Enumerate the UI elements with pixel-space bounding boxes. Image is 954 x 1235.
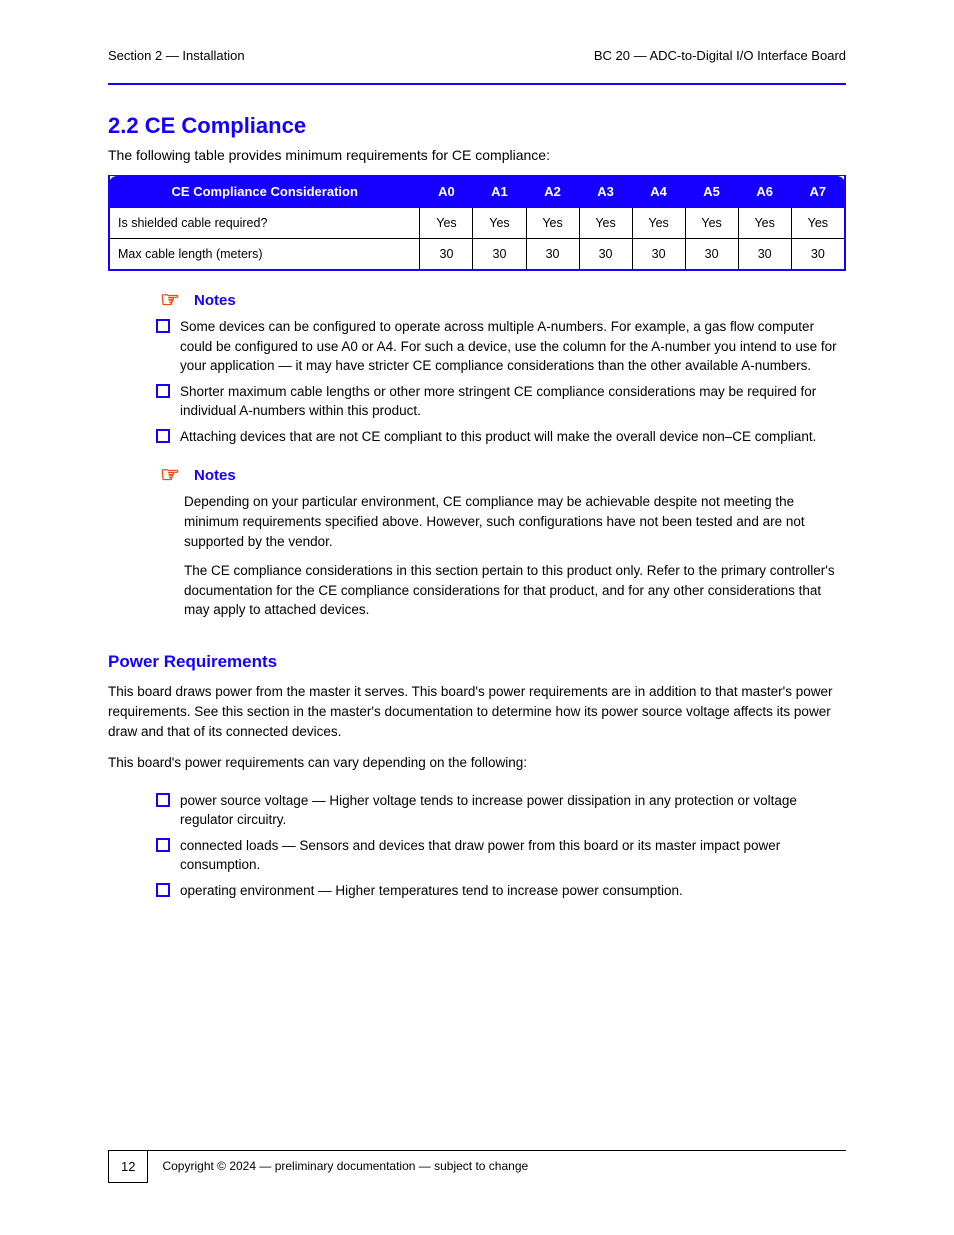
table-row: Is shielded cable required? Yes Yes Yes … bbox=[109, 208, 845, 239]
table-cell: Yes bbox=[473, 208, 526, 239]
table-cell: 30 bbox=[579, 239, 632, 271]
table-cell: Yes bbox=[738, 208, 791, 239]
note-text: Depending on your particular environment… bbox=[184, 492, 846, 551]
table-cell: Yes bbox=[579, 208, 632, 239]
table-header: CE Compliance Consideration bbox=[109, 176, 420, 208]
table-header: A7 bbox=[791, 176, 845, 208]
note-text: Attaching devices that are not CE compli… bbox=[180, 427, 846, 447]
table-header: A0 bbox=[420, 176, 473, 208]
table-cell: Yes bbox=[632, 208, 685, 239]
section-intro: The following table provides minimum req… bbox=[108, 147, 846, 163]
bullet-square-icon bbox=[156, 883, 170, 897]
list-item: power source voltage — Higher voltage te… bbox=[156, 791, 846, 830]
notes-heading-text: Notes bbox=[194, 467, 236, 484]
header-left: Section 2 — Installation bbox=[108, 48, 245, 63]
bullet-square-icon bbox=[156, 384, 170, 398]
table-cell: Yes bbox=[791, 208, 845, 239]
table-cell: 30 bbox=[738, 239, 791, 271]
table-cell: Is shielded cable required? bbox=[109, 208, 420, 239]
bullet-square-icon bbox=[156, 793, 170, 807]
header-right: BC 20 — ADC-to-Digital I/O Interface Boa… bbox=[594, 48, 846, 63]
notes-heading: ☞ Notes bbox=[156, 464, 846, 486]
table-header: A3 bbox=[579, 176, 632, 208]
notes-heading: ☞ Notes bbox=[156, 289, 846, 311]
page-number: 12 bbox=[108, 1151, 148, 1183]
bullet-square-icon bbox=[156, 319, 170, 333]
table-cell: 30 bbox=[526, 239, 579, 271]
section-title: 2.2 CE Compliance bbox=[108, 113, 846, 139]
list-item: operating environment — Higher temperatu… bbox=[156, 881, 846, 901]
power-heading: Power Requirements bbox=[108, 652, 846, 672]
notes-block-1: ☞ Notes Some devices can be configured t… bbox=[156, 289, 846, 446]
table-header: A2 bbox=[526, 176, 579, 208]
notes-heading-text: Notes bbox=[194, 292, 236, 309]
header-rule bbox=[108, 83, 846, 85]
power-followup: This board's power requirements can vary… bbox=[108, 753, 846, 773]
list-item-text: operating environment — Higher temperatu… bbox=[180, 881, 846, 901]
table-row: Max cable length (meters) 30 30 30 30 30… bbox=[109, 239, 845, 271]
note-item: Shorter maximum cable lengths or other m… bbox=[156, 382, 846, 421]
power-factors-list: power source voltage — Higher voltage te… bbox=[156, 791, 846, 901]
table-header: A5 bbox=[685, 176, 738, 208]
pointing-hand-icon: ☞ bbox=[156, 464, 184, 486]
table-header: A6 bbox=[738, 176, 791, 208]
list-item-text: power source voltage — Higher voltage te… bbox=[180, 791, 846, 830]
list-item-text: connected loads — Sensors and devices th… bbox=[180, 836, 846, 875]
power-intro: This board draws power from the master i… bbox=[108, 682, 846, 743]
page-footer: 12 Copyright © 2024 — preliminary docume… bbox=[108, 1150, 846, 1183]
note-text: Some devices can be configured to operat… bbox=[180, 317, 846, 376]
table-cell: 30 bbox=[685, 239, 738, 271]
table-cell: 30 bbox=[473, 239, 526, 271]
ce-compliance-table: CE Compliance Consideration A0 A1 A2 A3 … bbox=[108, 175, 846, 271]
table-header: A1 bbox=[473, 176, 526, 208]
table-cell: Yes bbox=[685, 208, 738, 239]
notes-block-2: ☞ Notes Depending on your particular env… bbox=[156, 464, 846, 619]
table-cell: 30 bbox=[791, 239, 845, 271]
bullet-square-icon bbox=[156, 838, 170, 852]
page-content: Section 2 — Installation BC 20 — ADC-to-… bbox=[0, 0, 954, 901]
pointing-hand-icon: ☞ bbox=[156, 289, 184, 311]
table-cell: Max cable length (meters) bbox=[109, 239, 420, 271]
note-text: Shorter maximum cable lengths or other m… bbox=[180, 382, 846, 421]
note-item: Attaching devices that are not CE compli… bbox=[156, 427, 846, 447]
page-header: Section 2 — Installation BC 20 — ADC-to-… bbox=[108, 48, 846, 63]
bullet-square-icon bbox=[156, 429, 170, 443]
table-cell: Yes bbox=[420, 208, 473, 239]
table-cell: Yes bbox=[526, 208, 579, 239]
note-item: Some devices can be configured to operat… bbox=[156, 317, 846, 376]
note-text: The CE compliance considerations in this… bbox=[184, 561, 846, 620]
table-header: A4 bbox=[632, 176, 685, 208]
list-item: connected loads — Sensors and devices th… bbox=[156, 836, 846, 875]
table-cell: 30 bbox=[632, 239, 685, 271]
table-cell: 30 bbox=[420, 239, 473, 271]
footer-text: Copyright © 2024 — preliminary documenta… bbox=[148, 1151, 528, 1183]
